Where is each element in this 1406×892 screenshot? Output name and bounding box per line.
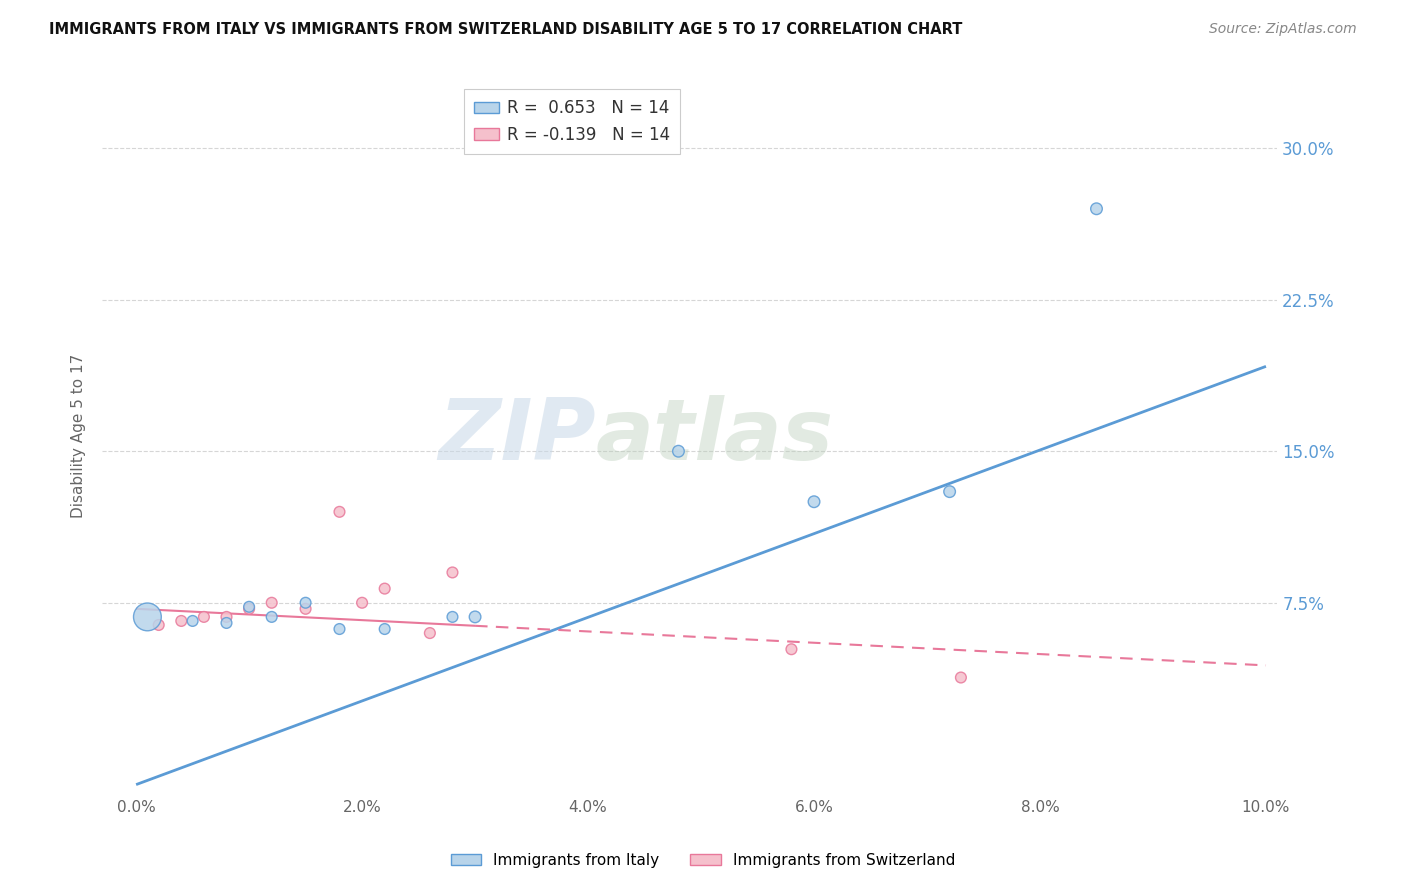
Point <box>668 444 690 458</box>
Point <box>328 505 350 519</box>
Point <box>938 484 960 499</box>
Point <box>260 596 283 610</box>
Point <box>441 566 464 580</box>
Text: IMMIGRANTS FROM ITALY VS IMMIGRANTS FROM SWITZERLAND DISABILITY AGE 5 TO 17 CORR: IMMIGRANTS FROM ITALY VS IMMIGRANTS FROM… <box>49 22 963 37</box>
Point <box>238 599 260 614</box>
Point <box>294 596 316 610</box>
Point <box>803 494 825 508</box>
Point <box>294 602 316 616</box>
Point <box>780 642 803 657</box>
Point <box>464 610 486 624</box>
Legend: Immigrants from Italy, Immigrants from Switzerland: Immigrants from Italy, Immigrants from S… <box>444 847 962 873</box>
Point <box>419 626 441 640</box>
Text: atlas: atlas <box>596 394 834 477</box>
Text: Source: ZipAtlas.com: Source: ZipAtlas.com <box>1209 22 1357 37</box>
Point <box>215 615 238 630</box>
Point <box>181 614 204 628</box>
Point <box>170 614 193 628</box>
Point <box>260 610 283 624</box>
Point <box>136 610 159 624</box>
Y-axis label: Disability Age 5 to 17: Disability Age 5 to 17 <box>72 354 86 518</box>
Legend: R =  0.653   N = 14, R = -0.139   N = 14: R = 0.653 N = 14, R = -0.139 N = 14 <box>464 89 681 153</box>
Point <box>215 610 238 624</box>
Point <box>441 610 464 624</box>
Point <box>949 671 972 685</box>
Text: ZIP: ZIP <box>439 394 596 477</box>
Point <box>193 610 215 624</box>
Point <box>374 582 396 596</box>
Point <box>238 602 260 616</box>
Point <box>1085 202 1108 216</box>
Point <box>374 622 396 636</box>
Point <box>148 618 170 632</box>
Point <box>328 622 350 636</box>
Point <box>352 596 374 610</box>
